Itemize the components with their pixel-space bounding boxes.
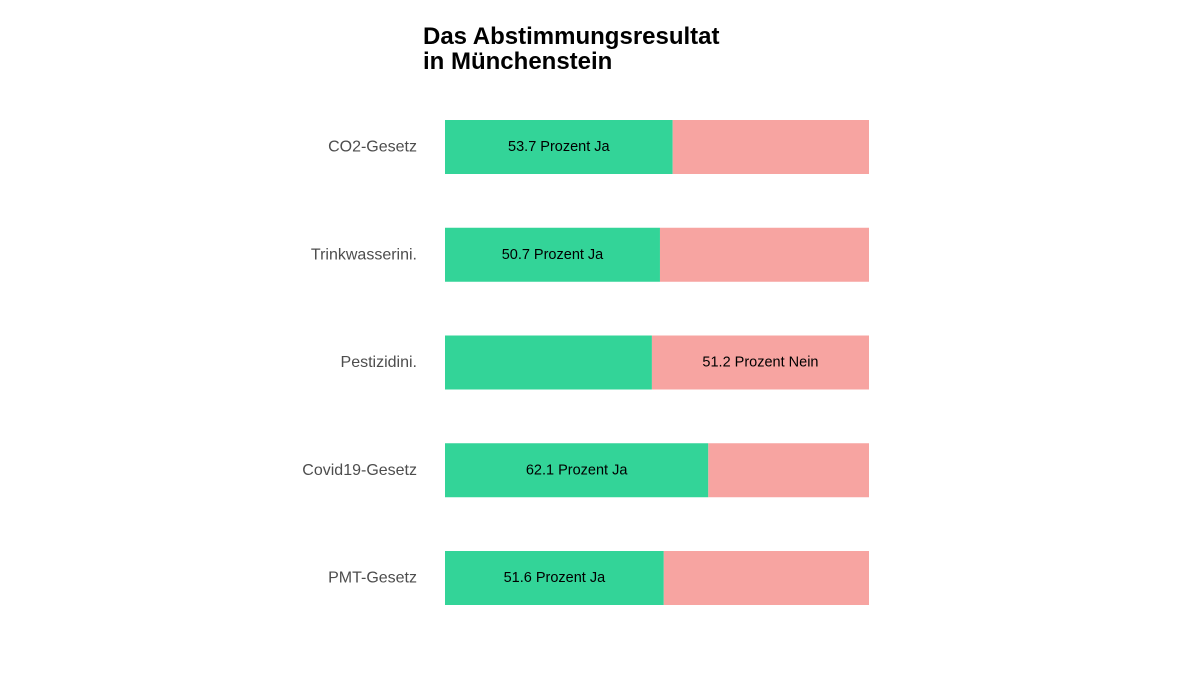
data-label: 53.7 Prozent Ja (508, 139, 610, 155)
data-label: 62.1 Prozent Ja (526, 462, 628, 478)
category-label: CO2-Gesetz (328, 139, 417, 156)
bar-segment-yes (445, 227, 660, 282)
category-label: Covid19-Gesetz (302, 462, 417, 479)
bar-segment-no (659, 227, 869, 282)
bar-segment-no (663, 551, 869, 605)
bar-segment-no (651, 335, 869, 390)
chart-title: Das Abstimmungsresultat in Münchenstein (423, 24, 720, 74)
category-label: PMT-Gesetz (328, 570, 417, 587)
data-label: 51.2 Prozent Nein (702, 355, 818, 371)
bar-segment-yes (445, 551, 664, 605)
bar-segment-yes (445, 120, 673, 174)
data-label: 50.7 Prozent Ja (502, 247, 604, 263)
chart-title-line-1: Das Abstimmungsresultat (423, 23, 720, 50)
bar-segment-yes (445, 335, 652, 390)
data-label: 51.6 Prozent Ja (504, 570, 606, 586)
category-label: Trinkwasserini. (311, 246, 417, 263)
bar-segment-no (708, 443, 869, 498)
category-label: Pestizidini. (341, 354, 417, 371)
bar-segment-yes (445, 443, 709, 498)
bar-segment-no (672, 120, 869, 174)
chart-title-line-2: in Münchenstein (423, 48, 613, 75)
